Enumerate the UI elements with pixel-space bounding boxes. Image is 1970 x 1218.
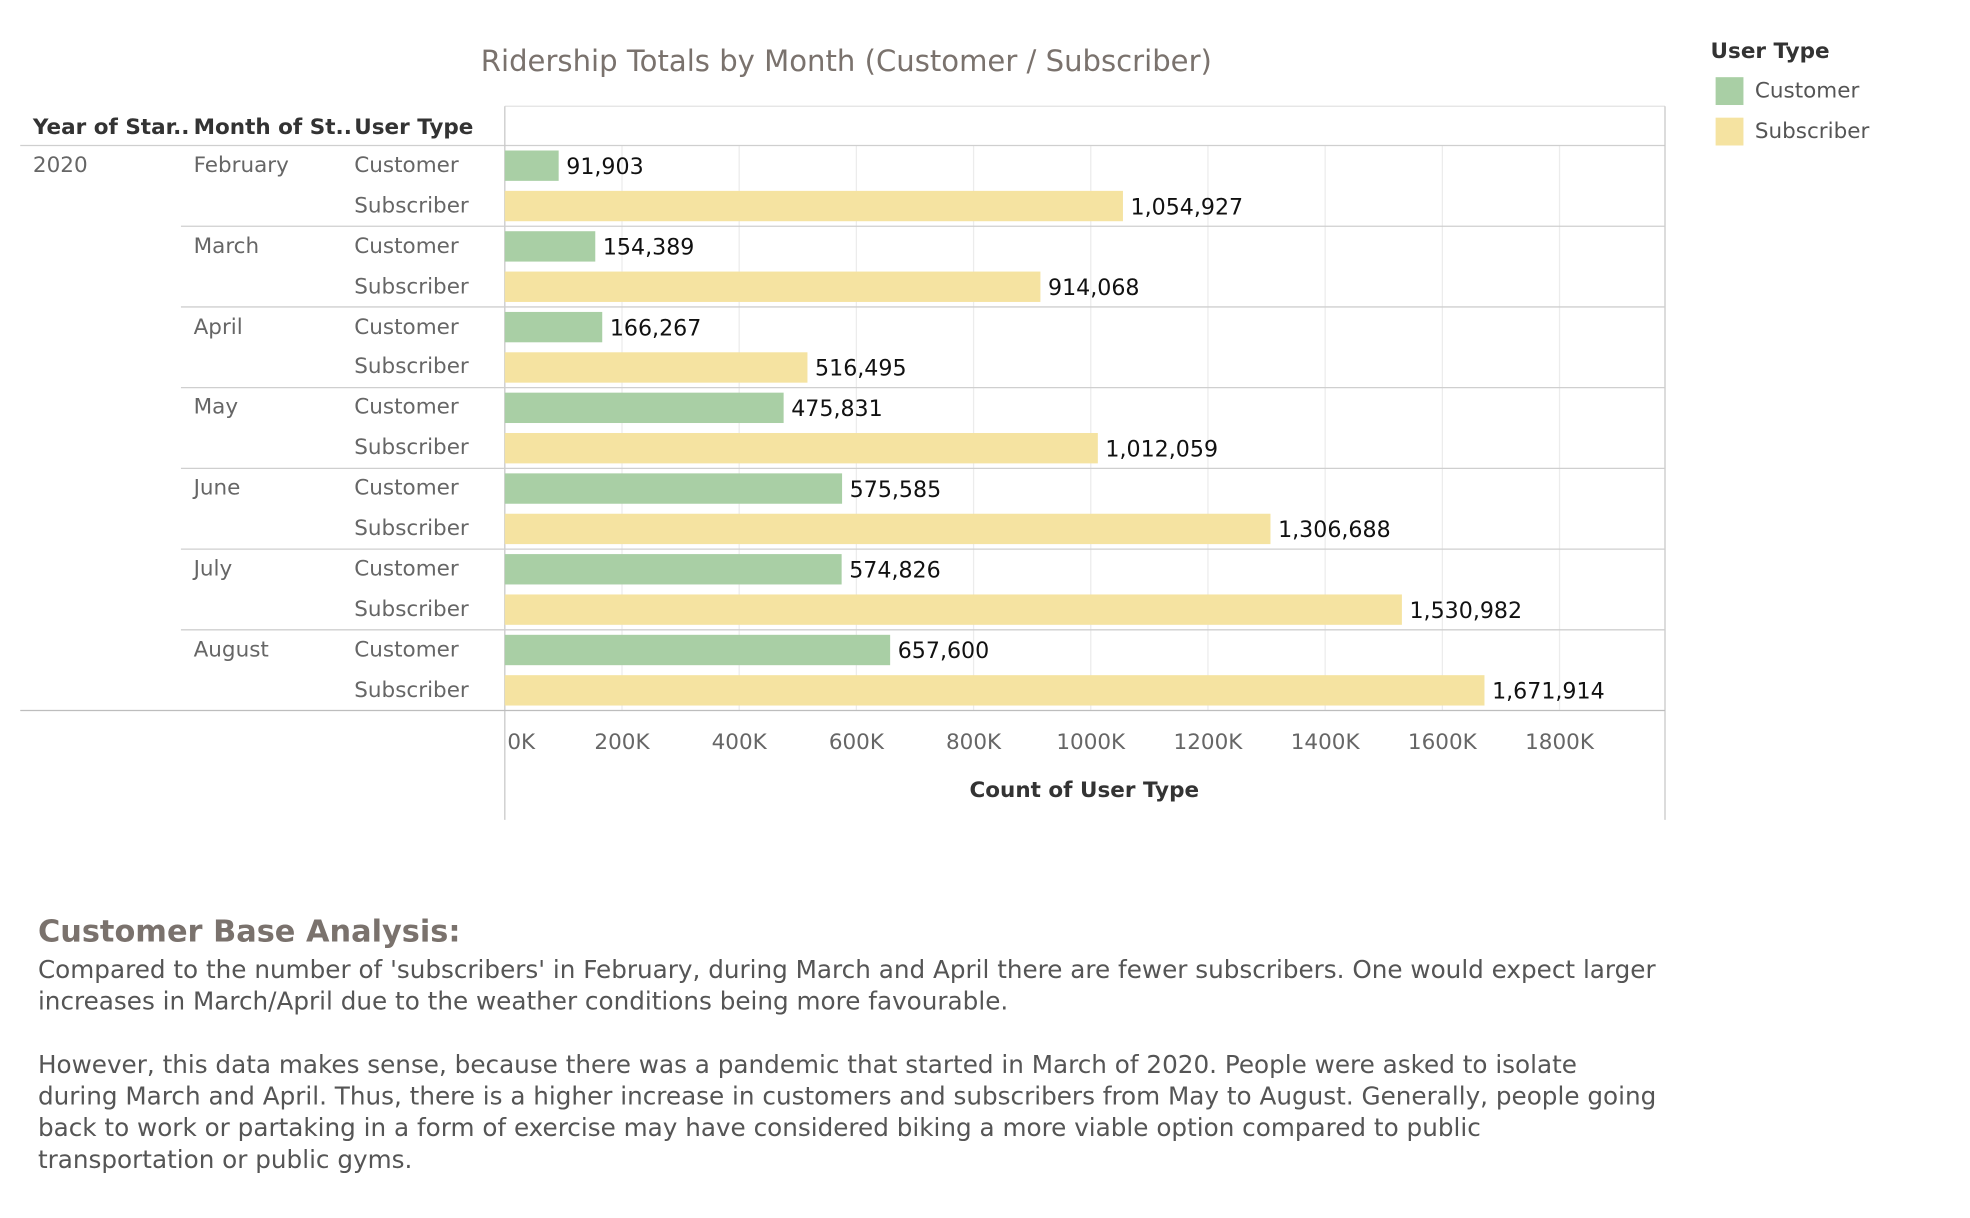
user-type-label: Customer <box>354 314 459 340</box>
data-label-august-customer: 657,600 <box>898 638 989 664</box>
user-type-label: Subscriber <box>354 516 469 542</box>
month-label-july: July <box>193 556 233 582</box>
data-label-may-subscriber: 1,012,059 <box>1105 436 1218 462</box>
bar-june-customer <box>504 473 843 504</box>
user-type-label: Subscriber <box>354 435 469 461</box>
user-type-label: Subscriber <box>354 354 469 381</box>
legend-swatch-subscriber <box>1715 117 1744 146</box>
legend-label-subscriber: Subscriber <box>1754 118 1870 145</box>
bar-april-subscriber <box>504 352 808 383</box>
x-tick-label-4: 800K <box>946 730 1002 755</box>
analysis-body: Compared to the number of 'subscribers' … <box>38 954 1657 1207</box>
bar-march-subscriber <box>504 271 1041 302</box>
user-type-label: Customer <box>354 395 459 421</box>
data-label-july-customer: 574,826 <box>849 558 941 584</box>
month-label-march: March <box>193 233 260 260</box>
user-type-label: Customer <box>354 637 459 663</box>
year-label: 2020 <box>32 153 88 179</box>
bar-may-subscriber <box>504 433 1098 464</box>
user-type-label: Subscriber <box>354 596 469 623</box>
bar-february-subscriber <box>504 190 1123 222</box>
data-label-march-subscriber: 914,068 <box>1048 275 1139 301</box>
bar-august-customer <box>504 634 891 666</box>
month-label-may: May <box>193 395 239 421</box>
data-label-august-subscriber: 1,671,914 <box>1492 679 1605 705</box>
header-user-type[interactable]: User Type <box>354 115 474 141</box>
header-year[interactable]: Year of Star.. <box>32 115 190 141</box>
header-month[interactable]: Month of St.. <box>193 115 352 141</box>
month-label-june: June <box>193 475 241 502</box>
legend-title: User Type <box>1710 39 1830 65</box>
chart-title: Ridership Totals by Month (Customer / Su… <box>480 45 1212 79</box>
month-label-august: August <box>193 637 269 663</box>
month-label-february: February <box>193 153 289 179</box>
bar-july-customer <box>504 554 842 585</box>
user-type-label: Subscriber <box>354 274 469 300</box>
data-label-february-subscriber: 1,054,927 <box>1131 194 1244 220</box>
x-axis-title: Count of User Type <box>969 778 1199 803</box>
x-tick-label-3: 600K <box>829 730 885 755</box>
legend-label-customer: Customer <box>1754 78 1860 104</box>
data-label-february-customer: 91,903 <box>566 154 643 180</box>
user-type-label: Customer <box>354 153 459 179</box>
bar-march-customer <box>504 231 596 262</box>
analysis-heading: Customer Base Analysis: <box>37 913 461 949</box>
bar-august-subscriber <box>504 675 1485 706</box>
bar-april-customer <box>504 311 603 343</box>
x-tick-label-5: 1000K <box>1056 730 1126 755</box>
legend-item-subscriber[interactable]: Subscriber <box>1715 117 1870 146</box>
x-tick-label-9: 1800K <box>1525 730 1595 755</box>
x-tick-label-8: 1600K <box>1408 730 1478 755</box>
bar-february-customer <box>504 150 559 181</box>
bar-july-subscriber <box>504 594 1402 625</box>
data-label-july-subscriber: 1,530,982 <box>1409 598 1522 624</box>
data-label-june-customer: 575,585 <box>850 477 941 503</box>
user-type-label: Subscriber <box>354 193 469 219</box>
legend-swatch-customer <box>1715 77 1744 106</box>
user-type-label: Customer <box>354 475 459 502</box>
user-type-label: Customer <box>354 233 459 260</box>
legend-item-customer[interactable]: Customer <box>1715 77 1860 106</box>
analysis-paragraph-2: However, this data makes sense, because … <box>37 1050 1657 1175</box>
data-label-april-subscriber: 516,495 <box>815 356 906 382</box>
bar-june-subscriber <box>504 513 1271 545</box>
x-tick-label-2: 400K <box>712 730 768 755</box>
x-tick-label-1: 200K <box>594 730 650 755</box>
x-tick-label-7: 1400K <box>1291 730 1361 755</box>
x-tick-label-0: 0K <box>507 730 536 755</box>
data-label-june-subscriber: 1,306,688 <box>1278 517 1391 543</box>
month-label-april: April <box>193 314 243 340</box>
data-label-march-customer: 154,389 <box>603 235 695 261</box>
x-tick-label-6: 1200K <box>1174 730 1244 755</box>
data-label-april-customer: 166,267 <box>610 315 702 341</box>
data-label-may-customer: 475,831 <box>791 396 882 422</box>
user-type-label: Subscriber <box>354 677 469 703</box>
bar-may-customer <box>504 392 784 424</box>
analysis-paragraph-1: Compared to the number of 'subscribers' … <box>37 955 1656 1016</box>
user-type-label: Customer <box>354 556 459 582</box>
